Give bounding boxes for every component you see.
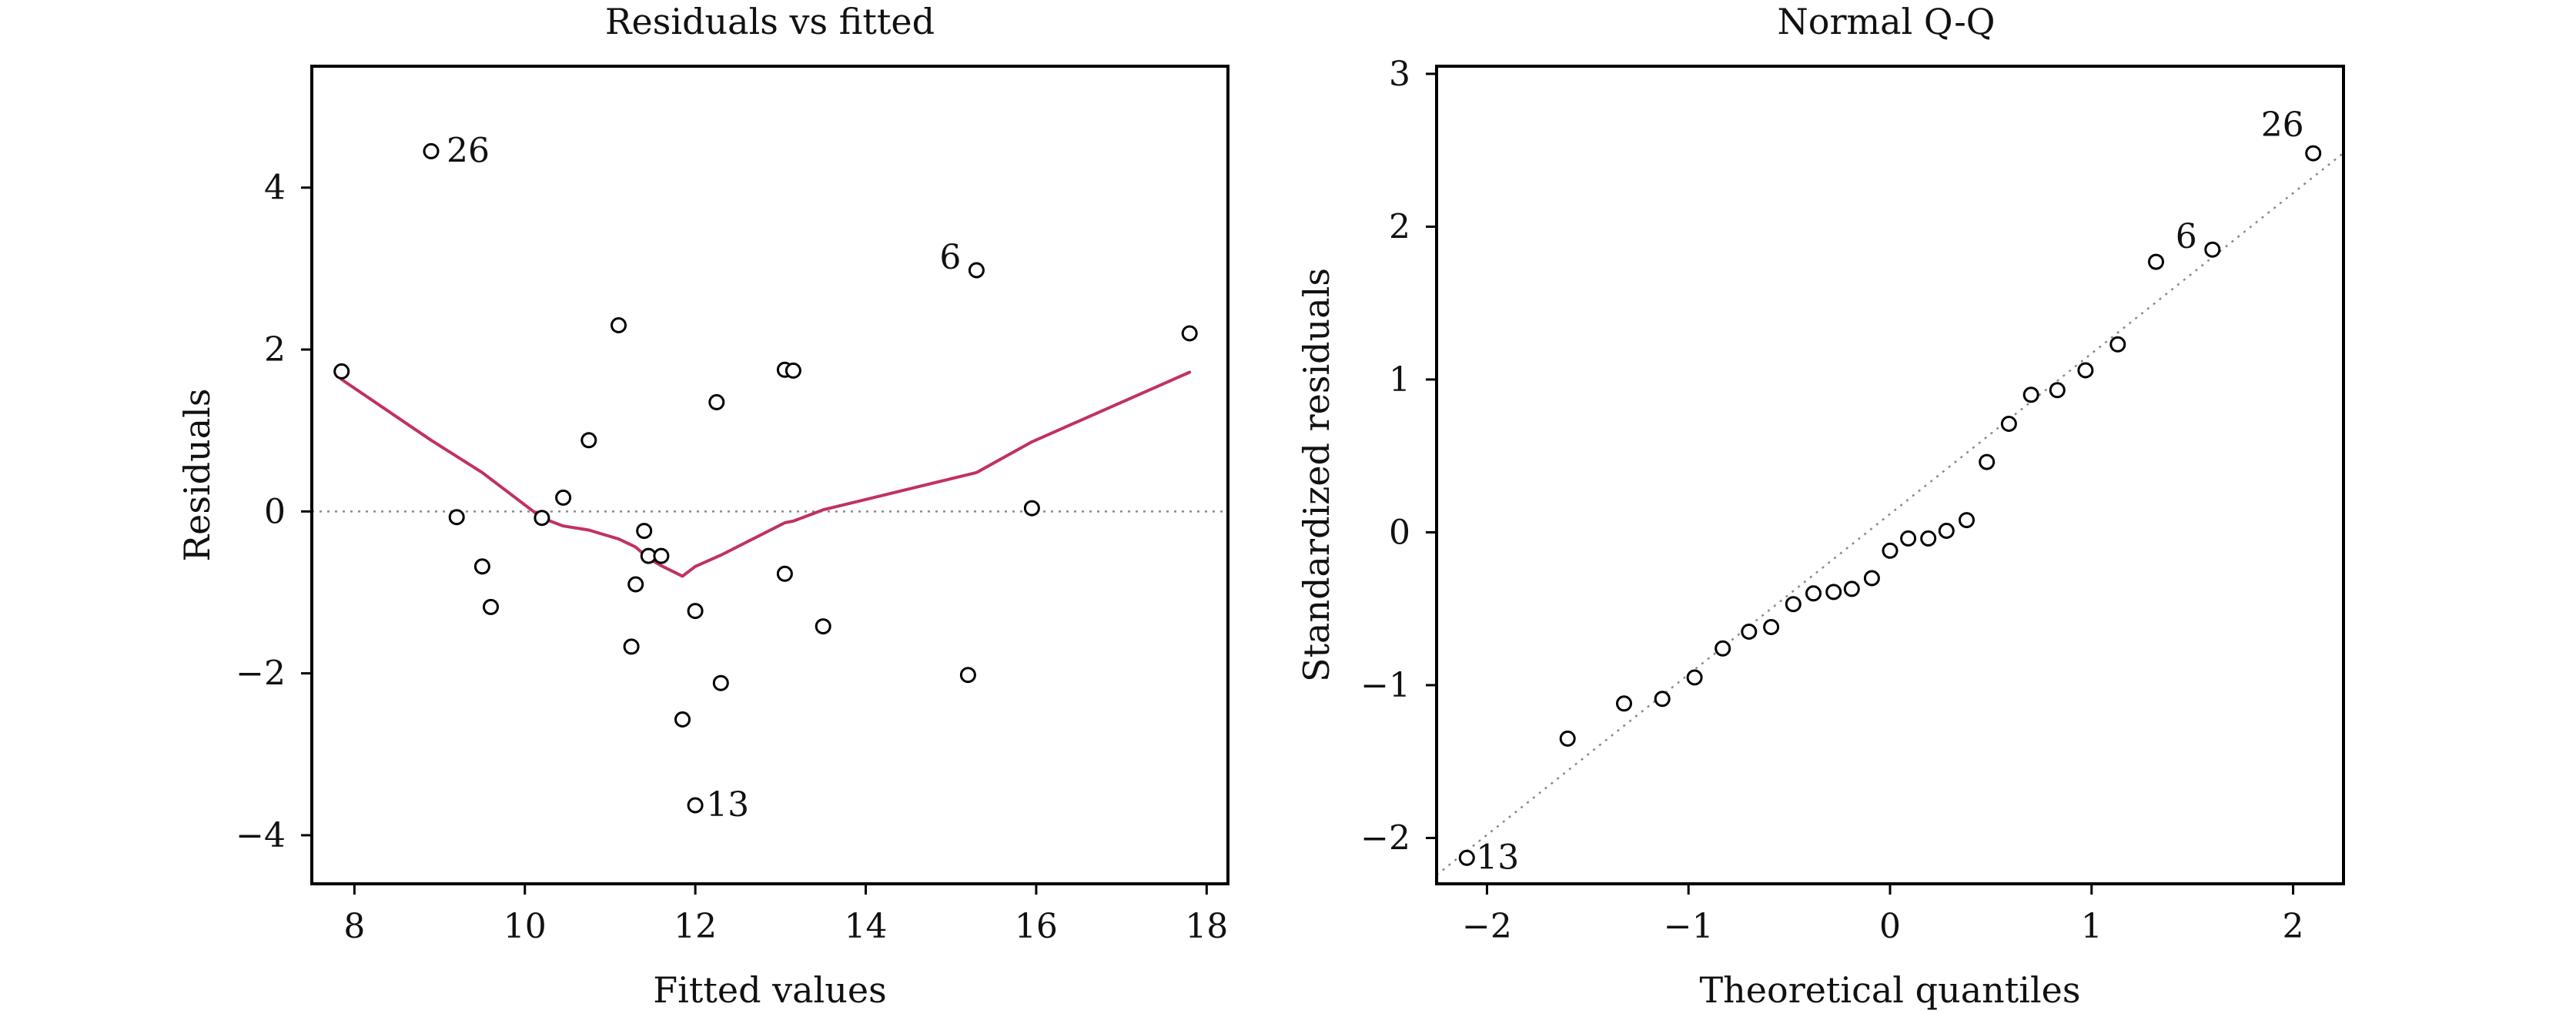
- panel-title: Normal Q-Q: [1778, 1, 1996, 42]
- y-tick-label: −2: [236, 654, 286, 694]
- data-point: [1865, 571, 1878, 585]
- data-point: [484, 600, 498, 614]
- regression-diagnostics-figure: Residuals vs fitted 26136 8 10 12 14 16 18−4−…: [0, 0, 2576, 1017]
- data-point: [1902, 531, 1915, 545]
- data-point: [582, 433, 596, 447]
- y-tick-label: −2: [1360, 818, 1410, 858]
- data-point: [1827, 585, 1841, 599]
- data-point: [1807, 587, 1821, 600]
- panel-title: Residuals vs fitted: [605, 1, 935, 42]
- data-point: [1742, 625, 1756, 639]
- data-point: [1922, 531, 1935, 545]
- y-axis-label: Residuals: [176, 389, 218, 562]
- y-tick-label: 1: [1389, 360, 1410, 400]
- x-tick-label: 2: [2283, 907, 2304, 946]
- data-point: [1716, 641, 1730, 655]
- data-point: [1561, 731, 1574, 745]
- x-tick-label: −1: [1664, 907, 1714, 946]
- x-tick-label: 0: [1879, 907, 1901, 946]
- data-point: [1460, 851, 1474, 865]
- data-point: [450, 510, 463, 524]
- data-point: [2050, 383, 2064, 397]
- data-point: [1655, 692, 1669, 706]
- outlier-label: 6: [2176, 217, 2197, 256]
- data-point: [475, 560, 489, 574]
- outlier-label: 26: [447, 131, 490, 170]
- data-point: [1980, 455, 1994, 469]
- x-tick-label: 10: [503, 907, 547, 946]
- x-tick-label: 12: [674, 907, 717, 946]
- data-point: [2307, 146, 2320, 160]
- outlier-label: 26: [2261, 105, 2304, 145]
- data-point: [2002, 417, 2016, 431]
- data-point: [961, 668, 975, 682]
- data-point: [969, 263, 983, 277]
- x-tick-label: 8: [343, 907, 365, 946]
- data-point: [1883, 544, 1897, 557]
- data-point: [786, 363, 800, 377]
- data-point: [1688, 671, 1701, 684]
- data-point: [1025, 501, 1039, 515]
- outlier-label: 13: [706, 785, 749, 825]
- data-point: [778, 567, 791, 580]
- data-point: [2024, 388, 2038, 402]
- outlier-label: 6: [939, 238, 961, 277]
- data-point: [1618, 697, 1631, 711]
- data-point: [2111, 337, 2125, 351]
- data-point: [710, 395, 724, 409]
- data-point: [637, 524, 651, 538]
- x-tick-label: 16: [1015, 907, 1058, 946]
- x-axis-label: Fitted values: [653, 969, 886, 1011]
- y-tick-label: 0: [264, 492, 286, 531]
- data-point: [2206, 243, 2220, 256]
- data-point: [688, 798, 702, 812]
- data-point: [816, 620, 830, 634]
- data-point: [335, 364, 349, 378]
- x-tick-label: −2: [1462, 907, 1512, 946]
- x-axis-label: Theoretical quantiles: [1699, 969, 2080, 1011]
- y-axis-label: Standardized residuals: [1296, 268, 1337, 682]
- data-point: [1939, 524, 1953, 538]
- data-point: [612, 319, 626, 333]
- data-point: [424, 144, 438, 158]
- y-tick-label: −4: [236, 816, 286, 855]
- data-point: [1845, 582, 1858, 596]
- y-tick-label: 4: [264, 169, 286, 208]
- outlier-label: 13: [1476, 838, 1519, 877]
- data-point: [624, 640, 638, 654]
- data-point: [557, 490, 570, 504]
- y-tick-label: 2: [1389, 207, 1410, 246]
- figure-background: [0, 0, 2576, 1017]
- data-point: [2079, 363, 2093, 377]
- data-point: [654, 549, 668, 563]
- data-point: [714, 676, 728, 690]
- data-point: [629, 577, 643, 591]
- y-tick-label: −1: [1360, 666, 1410, 705]
- x-tick-label: 1: [2081, 907, 2103, 946]
- data-point: [535, 511, 549, 525]
- data-point: [1960, 514, 1974, 527]
- data-point: [2149, 255, 2163, 269]
- data-point: [676, 713, 690, 727]
- x-tick-label: 18: [1185, 907, 1228, 946]
- y-tick-label: 3: [1389, 55, 1410, 94]
- data-point: [1786, 597, 1800, 611]
- y-tick-label: 2: [264, 330, 286, 370]
- data-point: [1183, 326, 1196, 340]
- data-point: [688, 604, 702, 618]
- x-tick-label: 14: [845, 907, 888, 946]
- y-tick-label: 0: [1389, 513, 1410, 552]
- data-point: [1765, 621, 1778, 634]
